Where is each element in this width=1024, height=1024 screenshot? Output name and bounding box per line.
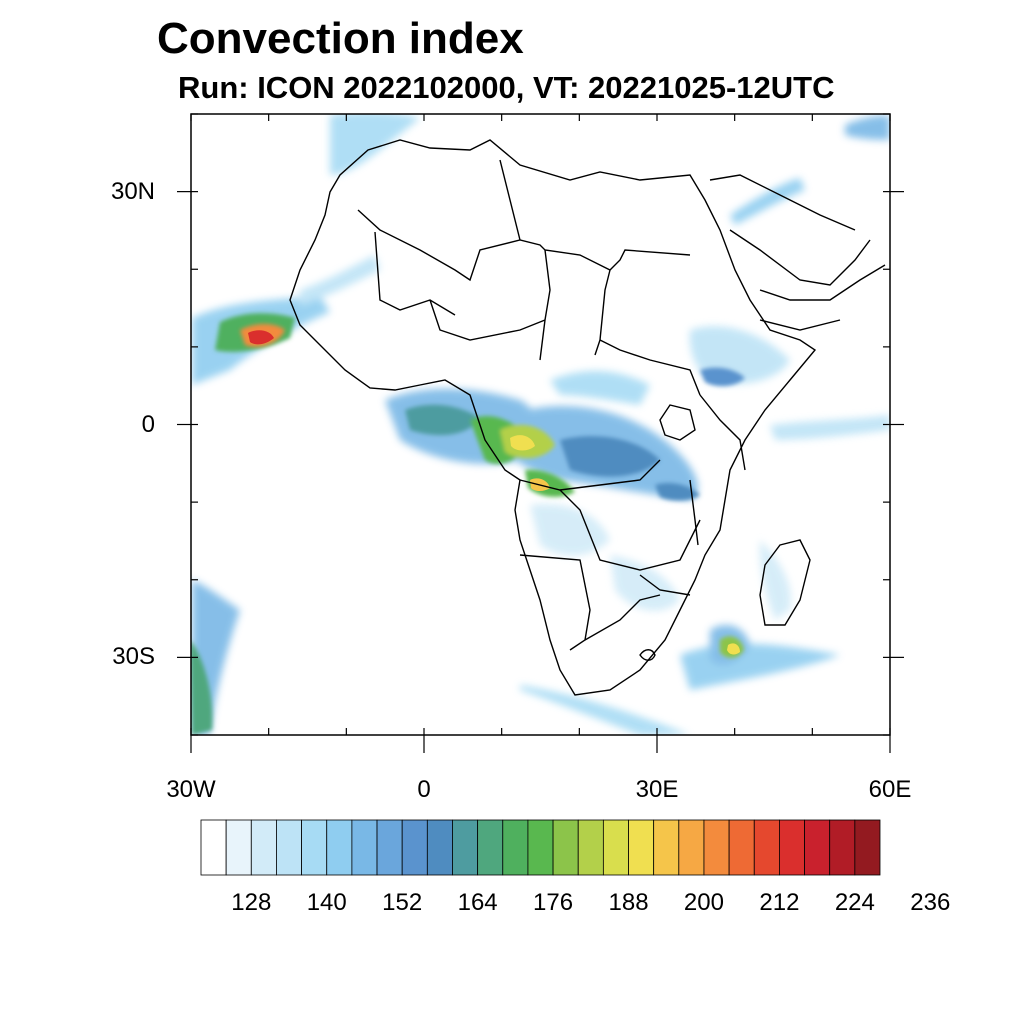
colorbar-swatch xyxy=(653,819,680,876)
lat-tick-label: 0 xyxy=(141,410,155,438)
lon-tick-label: 30W xyxy=(166,776,216,803)
colorbar-swatch xyxy=(351,819,378,876)
colorbar-swatch xyxy=(250,819,277,876)
convection-mid-layer xyxy=(191,313,745,735)
colorbar-label: 140 xyxy=(306,889,347,916)
colorbar-swatch xyxy=(628,819,655,876)
lon-tick-label: 0 xyxy=(417,776,431,803)
colorbar-swatch xyxy=(326,819,353,876)
colorbar-swatch xyxy=(854,819,881,876)
colorbar-label: 188 xyxy=(608,889,649,916)
colorbar-swatch xyxy=(829,819,856,876)
convection-low-layer xyxy=(192,114,890,735)
colorbar-swatch xyxy=(502,819,529,876)
colorbar-swatch xyxy=(552,819,579,876)
colorbar-swatch xyxy=(804,819,831,876)
colorbar-swatch xyxy=(728,819,755,876)
colorbar-label: 224 xyxy=(834,889,875,916)
colorbar-swatch xyxy=(602,819,629,876)
colorbar-swatch xyxy=(577,819,604,876)
lon-tick-label: 60E xyxy=(868,776,912,803)
colorbar-swatch xyxy=(527,819,554,876)
colorbar-label: 128 xyxy=(231,889,272,916)
colorbar-swatch xyxy=(452,819,479,876)
colorbar-swatch xyxy=(753,819,780,876)
colorbar-swatch xyxy=(779,819,805,876)
country-borders xyxy=(289,139,886,696)
chart-title: Convection index xyxy=(157,14,524,63)
colorbar-swatch xyxy=(703,819,730,876)
chart-subtitle: Run: ICON 2022102000, VT: 20221025-12UTC xyxy=(178,70,835,105)
colorbar-swatch xyxy=(401,819,428,876)
colorbar-label: 200 xyxy=(683,889,724,916)
colorbar-swatch xyxy=(225,819,252,876)
colorbar-swatch xyxy=(678,819,705,876)
colorbar-label: 152 xyxy=(382,889,423,916)
lon-tick-label: 30E xyxy=(635,776,679,803)
colorbar-label: 164 xyxy=(457,889,498,916)
colorbar-swatch xyxy=(200,819,227,876)
colorbar xyxy=(200,819,881,876)
colorbar-swatch xyxy=(301,819,328,876)
colorbar-swatch xyxy=(276,819,302,876)
colorbar-swatch xyxy=(477,819,504,876)
colorbar-label: 212 xyxy=(759,889,800,916)
colorbar-label: 176 xyxy=(533,889,574,916)
colorbar-swatch xyxy=(376,819,403,876)
convection-field xyxy=(191,114,890,735)
axis-ticks xyxy=(177,113,904,753)
lat-tick-label: 30S xyxy=(112,643,155,671)
lat-tick-label: 30N xyxy=(110,177,155,205)
colorbar-swatch xyxy=(426,819,453,876)
colorbar-label: 236 xyxy=(910,889,951,916)
